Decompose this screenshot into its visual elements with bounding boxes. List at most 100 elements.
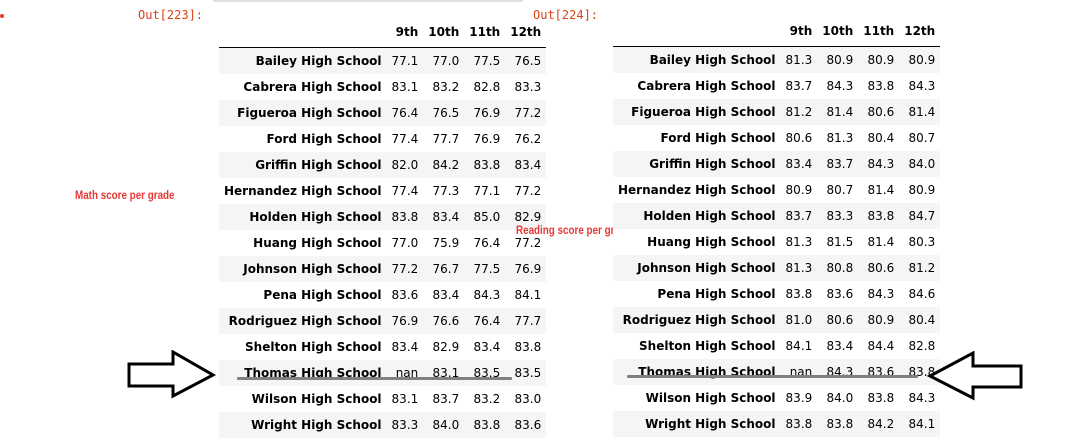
score-cell: 83.8 xyxy=(505,334,546,360)
score-cell: 77.5 xyxy=(464,256,505,282)
score-cell: 80.9 xyxy=(817,47,858,74)
column-header-12th: 12th xyxy=(899,16,940,47)
score-cell: 81.4 xyxy=(858,229,899,255)
school-name-cell: Figueroa High School xyxy=(613,99,781,125)
score-cell: 84.2 xyxy=(858,411,899,437)
score-cell: 76.6 xyxy=(423,308,464,334)
score-cell: nan xyxy=(781,359,818,385)
score-cell: 83.8 xyxy=(464,152,505,178)
score-cell: 80.6 xyxy=(858,99,899,125)
score-cell: 83.8 xyxy=(858,385,899,411)
score-cell: 83.5 xyxy=(464,360,505,386)
school-name-cell: Hernandez High School xyxy=(219,178,387,204)
score-cell: 83.4 xyxy=(423,282,464,308)
score-cell: 77.7 xyxy=(423,126,464,152)
score-cell: 83.8 xyxy=(387,204,424,230)
score-cell: 83.6 xyxy=(505,412,546,438)
score-cell: 76.9 xyxy=(505,256,546,282)
score-cell: 76.2 xyxy=(505,126,546,152)
school-name-cell: Pena High School xyxy=(613,281,781,307)
score-cell: 77.0 xyxy=(423,48,464,75)
score-cell: 83.4 xyxy=(423,204,464,230)
score-cell: 83.4 xyxy=(817,333,858,359)
score-cell: 83.6 xyxy=(817,281,858,307)
score-cell: 83.6 xyxy=(858,359,899,385)
score-cell: 80.7 xyxy=(899,125,940,151)
score-cell: nan xyxy=(387,360,424,386)
score-cell: 80.9 xyxy=(858,307,899,333)
column-header-11th: 11th xyxy=(858,16,899,47)
thomas-highlight-line-reading xyxy=(627,375,918,378)
score-cell: 85.0 xyxy=(464,204,505,230)
score-cell: 83.7 xyxy=(781,203,818,229)
score-cell: 84.1 xyxy=(899,411,940,437)
school-name-cell: Bailey High School xyxy=(219,48,387,75)
score-cell: 84.0 xyxy=(899,151,940,177)
score-cell: 81.2 xyxy=(899,255,940,281)
score-cell: 83.9 xyxy=(781,385,818,411)
score-cell: 83.3 xyxy=(505,74,546,100)
school-name-cell: Griffin High School xyxy=(219,152,387,178)
cell-separator xyxy=(213,0,523,2)
score-cell: 76.5 xyxy=(423,100,464,126)
school-name-cell: Shelton High School xyxy=(613,333,781,359)
score-cell: 84.6 xyxy=(899,281,940,307)
school-name-cell: Griffin High School xyxy=(613,151,781,177)
thomas-highlight-line-math xyxy=(237,377,512,380)
score-cell: 83.1 xyxy=(423,360,464,386)
score-cell: 81.3 xyxy=(781,255,818,281)
index-header xyxy=(219,17,387,48)
score-cell: 80.8 xyxy=(817,255,858,281)
school-name-cell: Rodriguez High School xyxy=(219,308,387,334)
score-cell: 82.8 xyxy=(464,74,505,100)
score-cell: 83.4 xyxy=(464,334,505,360)
score-cell: 84.3 xyxy=(899,73,940,99)
score-cell: 83.8 xyxy=(858,203,899,229)
school-name-cell: Bailey High School xyxy=(613,47,781,74)
score-cell: 84.3 xyxy=(858,151,899,177)
score-cell: 81.4 xyxy=(817,99,858,125)
score-cell: 84.1 xyxy=(505,282,546,308)
column-header-10th: 10th xyxy=(817,16,858,47)
school-name-cell: Huang High School xyxy=(613,229,781,255)
score-cell: 77.7 xyxy=(505,308,546,334)
score-cell: 80.9 xyxy=(899,47,940,74)
score-cell: 80.3 xyxy=(899,229,940,255)
output-prompt-223: Out[223]: xyxy=(138,7,203,23)
score-cell: 77.4 xyxy=(387,178,424,204)
score-cell: 80.6 xyxy=(858,255,899,281)
table-header-row: 9th 10th 11th 12th xyxy=(613,16,940,47)
school-name-cell: Holden High School xyxy=(219,204,387,230)
score-cell: 80.9 xyxy=(858,47,899,74)
school-name-cell: Johnson High School xyxy=(613,255,781,281)
school-name-cell: Figueroa High School xyxy=(219,100,387,126)
school-name-cell: Cabrera High School xyxy=(219,74,387,100)
score-cell: 76.5 xyxy=(505,48,546,75)
score-cell: 83.6 xyxy=(387,282,424,308)
score-cell: 77.2 xyxy=(505,100,546,126)
score-cell: 77.2 xyxy=(387,256,424,282)
school-name-cell: Pena High School xyxy=(219,282,387,308)
index-header xyxy=(613,16,781,47)
school-name-cell: Ford High School xyxy=(219,126,387,152)
column-header-11th: 11th xyxy=(464,17,505,48)
